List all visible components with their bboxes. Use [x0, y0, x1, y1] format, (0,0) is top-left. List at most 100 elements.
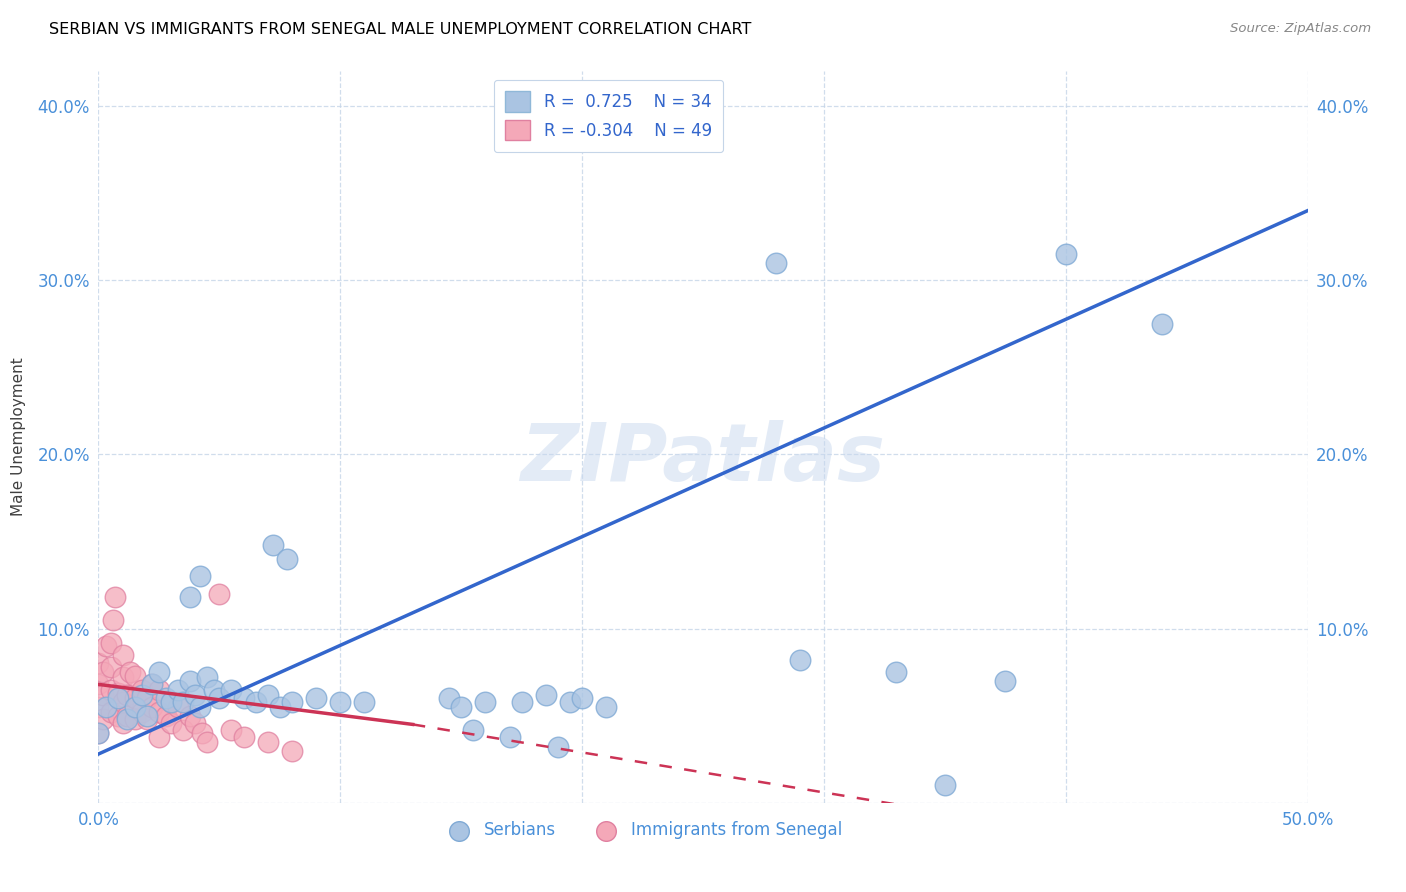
Point: [94, 639, 117, 653]
Point: [474, 695, 496, 709]
Point: [281, 743, 304, 757]
Point: [256, 688, 278, 702]
Point: [172, 695, 194, 709]
Point: [188, 569, 211, 583]
Point: [118, 665, 141, 680]
Legend: R =  0.725    N = 34, R = -0.304    N = 49: R = 0.725 N = 34, R = -0.304 N = 49: [494, 79, 724, 152]
Point: [87, 726, 110, 740]
Point: [765, 256, 787, 270]
Point: [117, 688, 139, 702]
Point: [141, 677, 163, 691]
Point: [204, 682, 226, 697]
Point: [124, 712, 146, 726]
Point: [195, 735, 218, 749]
Point: [107, 708, 129, 723]
Point: [595, 700, 617, 714]
Point: [87, 726, 110, 740]
Text: ZIPatlas: ZIPatlas: [520, 420, 886, 498]
Point: [104, 591, 127, 605]
Point: [450, 700, 472, 714]
Point: [124, 700, 146, 714]
Point: [262, 538, 284, 552]
Y-axis label: Male Unemployment: Male Unemployment: [11, 358, 27, 516]
Point: [87, 677, 110, 691]
Point: [111, 695, 134, 709]
Point: [107, 691, 129, 706]
Point: [269, 700, 291, 714]
Point: [276, 552, 298, 566]
Point: [141, 677, 163, 691]
Point: [148, 665, 170, 680]
Point: [117, 712, 139, 726]
Point: [534, 688, 557, 702]
Point: [100, 682, 122, 697]
Point: [256, 735, 278, 749]
Point: [281, 695, 304, 709]
Point: [558, 695, 581, 709]
Point: [179, 708, 201, 723]
Point: [87, 700, 110, 714]
Point: [463, 723, 485, 737]
Point: [111, 715, 134, 730]
Point: [135, 708, 157, 723]
Point: [148, 730, 170, 744]
Point: [94, 700, 117, 714]
Point: [87, 657, 110, 671]
Point: [184, 688, 207, 702]
Point: [111, 648, 134, 662]
Point: [148, 682, 170, 697]
Point: [124, 668, 146, 682]
Point: [1054, 247, 1077, 261]
Point: [232, 730, 254, 744]
Point: [221, 682, 243, 697]
Point: [195, 670, 218, 684]
Point: [107, 686, 129, 700]
Point: [191, 726, 214, 740]
Point: [886, 665, 908, 680]
Point: [141, 700, 163, 714]
Point: [131, 688, 153, 702]
Point: [131, 682, 153, 697]
Point: [135, 712, 157, 726]
Point: [100, 705, 122, 719]
Point: [91, 665, 114, 680]
Point: [208, 691, 231, 706]
Point: [221, 723, 243, 737]
Point: [232, 691, 254, 706]
Point: [91, 712, 114, 726]
Point: [994, 673, 1017, 688]
Point: [131, 705, 153, 719]
Point: [111, 670, 134, 684]
Text: Source: ZipAtlas.com: Source: ZipAtlas.com: [1230, 22, 1371, 36]
Point: [1152, 317, 1174, 331]
Point: [179, 591, 201, 605]
Point: [100, 660, 122, 674]
Point: [160, 715, 183, 730]
Point: [184, 715, 207, 730]
Point: [172, 723, 194, 737]
Point: [160, 695, 183, 709]
Point: [167, 700, 190, 714]
Point: [101, 613, 124, 627]
Point: [135, 691, 157, 706]
Point: [329, 695, 352, 709]
Point: [571, 691, 593, 706]
Point: [91, 688, 114, 702]
Point: [305, 691, 328, 706]
Point: [188, 700, 211, 714]
Point: [148, 705, 170, 719]
Point: [100, 635, 122, 649]
Point: [510, 695, 533, 709]
Point: [789, 653, 811, 667]
Point: [124, 691, 146, 706]
Point: [179, 673, 201, 688]
Point: [167, 682, 190, 697]
Point: [934, 778, 956, 792]
Point: [437, 691, 460, 706]
Point: [547, 740, 569, 755]
Point: [160, 695, 183, 709]
Text: SERBIAN VS IMMIGRANTS FROM SENEGAL MALE UNEMPLOYMENT CORRELATION CHART: SERBIAN VS IMMIGRANTS FROM SENEGAL MALE …: [49, 22, 752, 37]
Point: [498, 730, 520, 744]
Point: [208, 587, 231, 601]
Point: [155, 708, 177, 723]
